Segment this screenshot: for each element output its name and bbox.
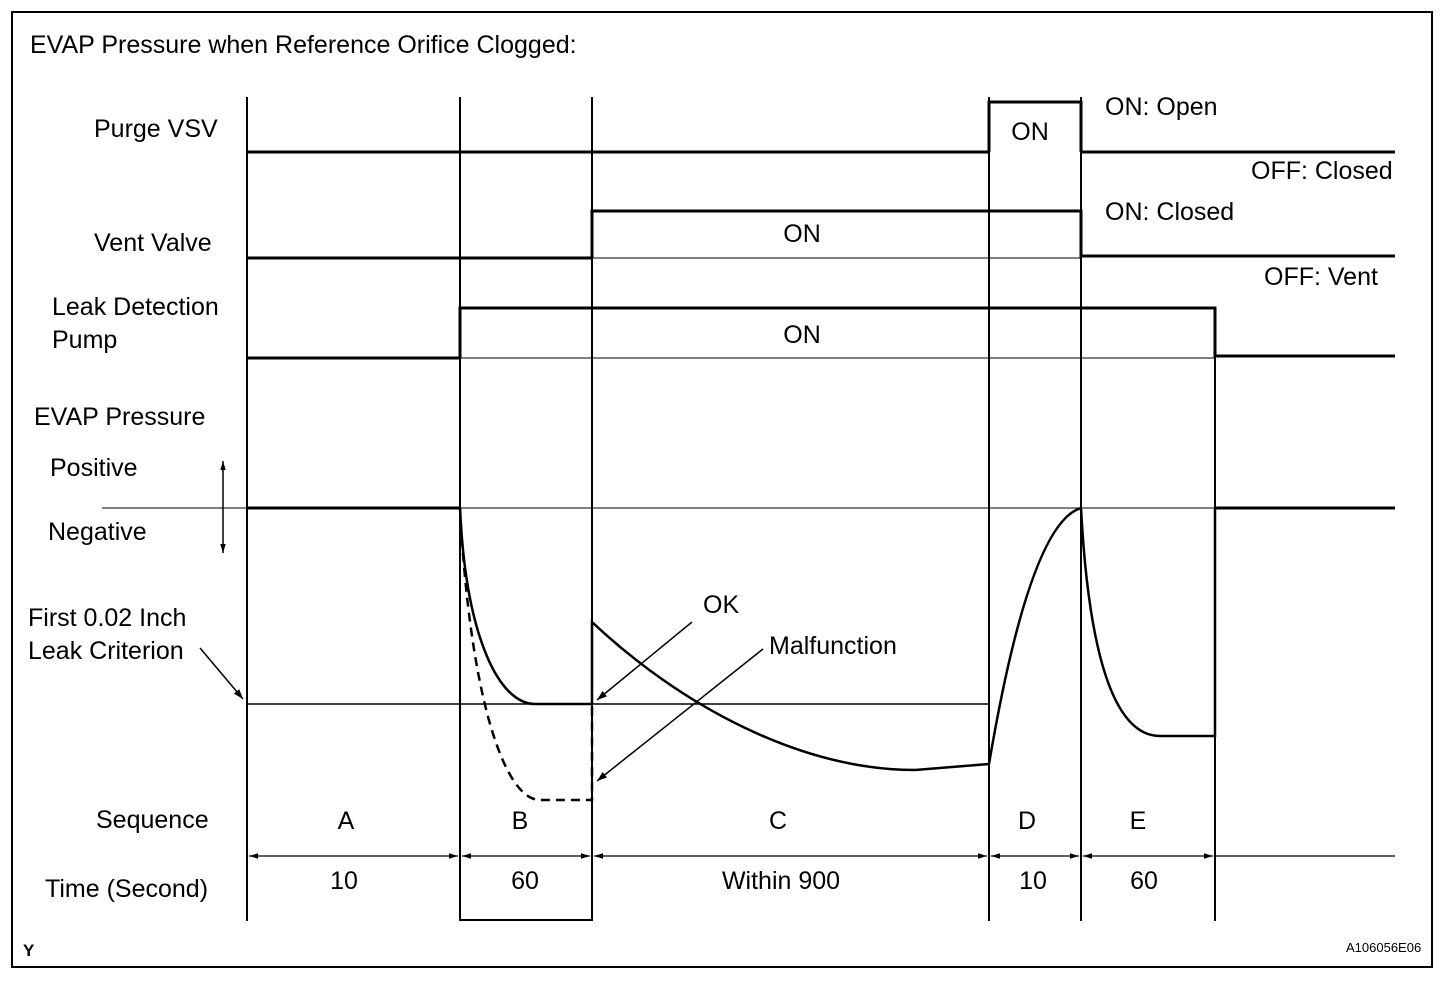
ok-callout-arrow xyxy=(596,621,693,701)
malfunction-callout-arrow xyxy=(596,648,764,782)
pump-on-box-label: ON xyxy=(783,321,821,349)
curve-d-pressure xyxy=(987,506,1082,765)
curve-b-ok xyxy=(458,507,592,706)
duration-e: 60 xyxy=(1130,867,1158,895)
vent-on-closed-label: ON: Closed xyxy=(1105,198,1235,226)
time-label: Time (Second) xyxy=(45,875,209,903)
vent-on-box-label: ON xyxy=(783,220,821,248)
diagram-title: EVAP Pressure when Reference Orifice Clo… xyxy=(30,31,577,59)
curve-b-malfunction xyxy=(458,507,594,802)
sequence-label: Sequence xyxy=(96,806,209,834)
sequence-c: C xyxy=(768,807,788,835)
duration-a: 10 xyxy=(330,867,358,895)
purge-vsv-signal xyxy=(247,100,1395,154)
positive-label: Positive xyxy=(50,454,138,482)
leak-pump-label-line1: Leak Detection xyxy=(52,293,219,321)
sequence-d: D xyxy=(1017,807,1037,835)
purge-on-box-label: ON xyxy=(1011,118,1049,146)
sequence-b: B xyxy=(511,807,529,835)
evap-pressure-label: EVAP Pressure xyxy=(34,403,206,431)
pressure-curves xyxy=(458,506,1217,802)
duration-c: Within 900 xyxy=(721,867,841,895)
corner-mark: Y xyxy=(23,941,35,960)
diagram-frame xyxy=(11,11,1433,968)
purge-on-open-label: ON: Open xyxy=(1105,93,1218,121)
purge-off-closed-label: OFF: Closed xyxy=(1251,157,1393,185)
leak-pump-label-line2: Pump xyxy=(52,326,118,354)
leak-pump-signal xyxy=(247,306,1395,360)
duration-d: 10 xyxy=(1019,867,1047,895)
criterion-label-line2: Leak Criterion xyxy=(28,637,184,665)
negative-label: Negative xyxy=(48,518,147,546)
malfunction-callout-label: Malfunction xyxy=(769,632,897,660)
curve-c-pressure xyxy=(590,619,990,772)
vent-off-vent-label: OFF: Vent xyxy=(1264,263,1378,291)
curve-e-pressure xyxy=(1079,507,1217,738)
criterion-pointer-arrow xyxy=(199,647,244,700)
sequence-a: A xyxy=(337,807,355,835)
ok-callout-label: OK xyxy=(703,591,740,619)
purge-vsv-label: Purge VSV xyxy=(94,115,218,143)
criterion-label-line1: First 0.02 Inch xyxy=(28,604,187,632)
vent-valve-signal xyxy=(247,209,1395,260)
figure-id: A106056E06 xyxy=(1346,940,1422,955)
vent-valve-label: Vent Valve xyxy=(94,229,212,257)
duration-b: 60 xyxy=(511,867,539,895)
sequence-e: E xyxy=(1129,807,1147,835)
